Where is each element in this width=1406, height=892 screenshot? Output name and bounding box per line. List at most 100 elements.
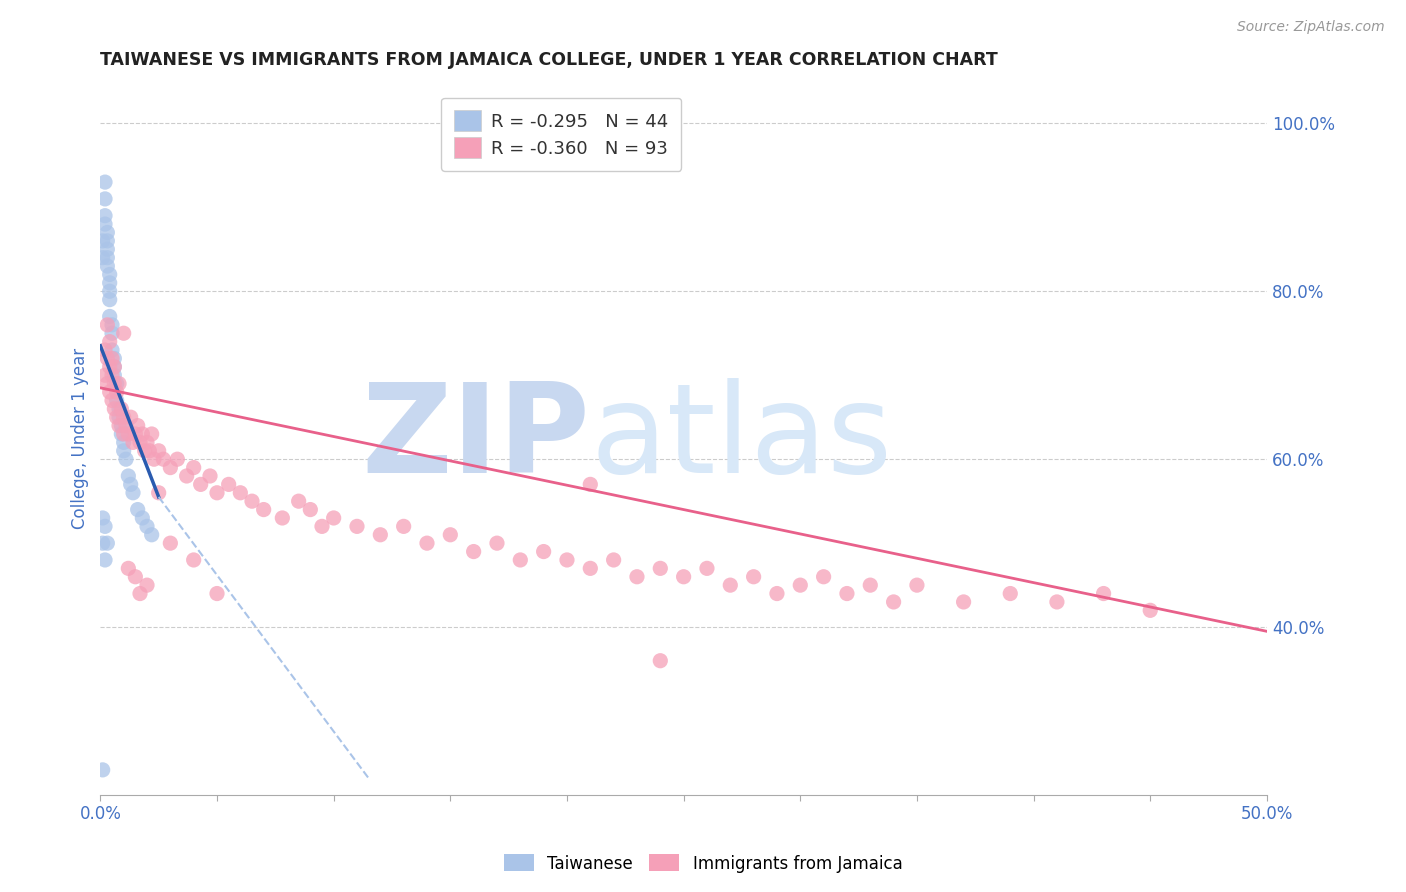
Point	[883, 595, 905, 609]
Point	[835, 586, 858, 600]
Point	[103, 368, 125, 383]
Point	[205, 586, 228, 600]
Point	[91, 511, 114, 525]
Point	[905, 578, 928, 592]
Point	[117, 427, 139, 442]
Point	[91, 763, 114, 777]
Point	[176, 469, 198, 483]
Point	[190, 477, 212, 491]
Point	[183, 460, 205, 475]
Point	[129, 435, 152, 450]
Point	[103, 401, 125, 416]
Point	[98, 359, 121, 374]
Point	[115, 452, 138, 467]
Point	[96, 251, 118, 265]
Point	[322, 511, 344, 525]
Point	[124, 427, 146, 442]
Point	[463, 544, 485, 558]
Point	[131, 511, 153, 525]
Point	[346, 519, 368, 533]
Point	[103, 351, 125, 366]
Point	[127, 502, 149, 516]
Point	[110, 401, 132, 416]
Point	[96, 318, 118, 332]
Point	[122, 435, 145, 450]
Y-axis label: College, Under 1 year: College, Under 1 year	[72, 348, 89, 529]
Point	[110, 418, 132, 433]
Point	[94, 519, 117, 533]
Point	[96, 234, 118, 248]
Point	[108, 401, 131, 416]
Point	[98, 310, 121, 324]
Point	[509, 553, 531, 567]
Legend: R = -0.295   N = 44, R = -0.360   N = 93: R = -0.295 N = 44, R = -0.360 N = 93	[441, 97, 682, 170]
Point	[94, 368, 117, 383]
Point	[112, 443, 135, 458]
Point	[253, 502, 276, 516]
Point	[131, 427, 153, 442]
Point	[94, 217, 117, 231]
Point	[1046, 595, 1069, 609]
Point	[96, 351, 118, 366]
Point	[1000, 586, 1022, 600]
Point	[789, 578, 811, 592]
Point	[485, 536, 508, 550]
Point	[602, 553, 624, 567]
Point	[859, 578, 882, 592]
Point	[98, 334, 121, 349]
Point	[271, 511, 294, 525]
Point	[94, 343, 117, 357]
Point	[229, 485, 252, 500]
Point	[120, 477, 142, 491]
Point	[287, 494, 309, 508]
Point	[136, 435, 159, 450]
Point	[96, 376, 118, 391]
Point	[533, 544, 555, 558]
Point	[105, 393, 128, 408]
Point	[115, 418, 138, 433]
Point	[198, 469, 221, 483]
Point	[94, 209, 117, 223]
Point	[108, 376, 131, 391]
Point	[94, 175, 117, 189]
Point	[205, 485, 228, 500]
Point	[101, 326, 124, 341]
Point	[101, 393, 124, 408]
Point	[650, 654, 672, 668]
Point	[136, 578, 159, 592]
Point	[579, 561, 602, 575]
Point	[159, 460, 181, 475]
Point	[98, 285, 121, 299]
Point	[672, 570, 695, 584]
Point	[101, 343, 124, 357]
Point	[650, 561, 672, 575]
Point	[120, 410, 142, 425]
Point	[141, 427, 163, 442]
Point	[105, 410, 128, 425]
Point	[124, 570, 146, 584]
Point	[91, 536, 114, 550]
Point	[108, 418, 131, 433]
Point	[166, 452, 188, 467]
Point	[392, 519, 415, 533]
Point	[91, 234, 114, 248]
Point	[112, 410, 135, 425]
Point	[183, 553, 205, 567]
Point	[112, 326, 135, 341]
Text: TAIWANESE VS IMMIGRANTS FROM JAMAICA COLLEGE, UNDER 1 YEAR CORRELATION CHART: TAIWANESE VS IMMIGRANTS FROM JAMAICA COL…	[100, 51, 998, 69]
Point	[626, 570, 648, 584]
Point	[138, 443, 160, 458]
Point	[127, 418, 149, 433]
Point	[98, 384, 121, 399]
Point	[94, 192, 117, 206]
Legend: Taiwanese, Immigrants from Jamaica: Taiwanese, Immigrants from Jamaica	[496, 847, 910, 880]
Point	[108, 410, 131, 425]
Point	[148, 485, 170, 500]
Point	[98, 268, 121, 282]
Point	[742, 570, 765, 584]
Point	[122, 485, 145, 500]
Point	[98, 293, 121, 307]
Point	[240, 494, 263, 508]
Point	[148, 443, 170, 458]
Point	[311, 519, 333, 533]
